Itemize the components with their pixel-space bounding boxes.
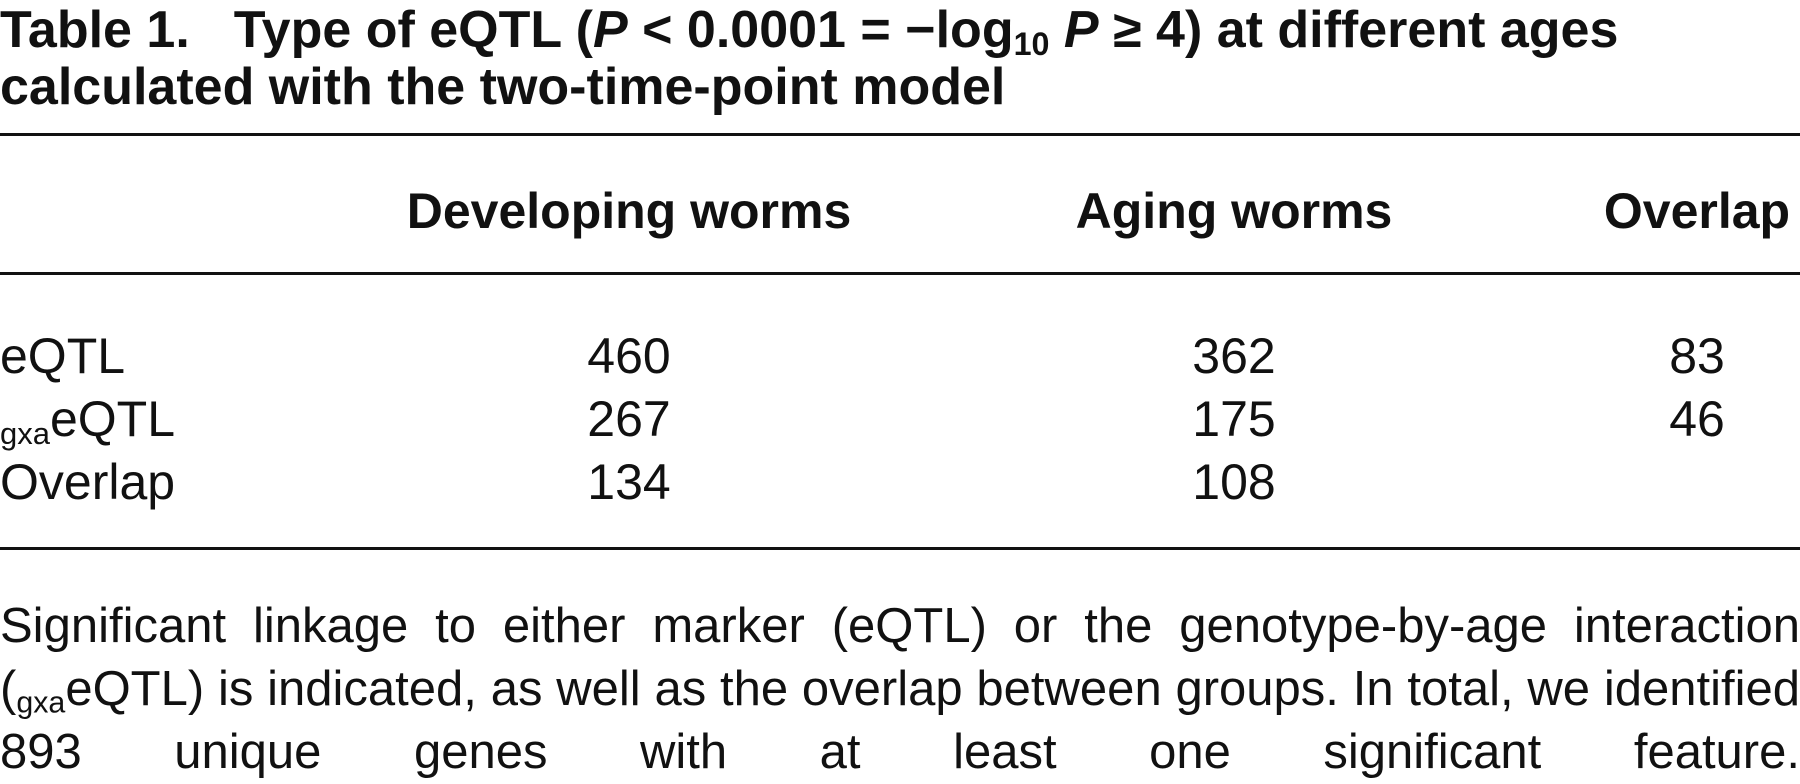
top-rule	[0, 133, 1800, 136]
column-header: Developing worms	[406, 183, 852, 239]
footnote: Significant linkage to either marker (eQ…	[0, 595, 1800, 784]
footnote-text: eQTL) is indicated, as well as the overl…	[0, 662, 1800, 779]
title-text: Type of eQTL (	[233, 1, 593, 59]
row-label: gxaeQTL	[0, 390, 176, 451]
table-label: Table 1.	[0, 1, 190, 59]
title-text: ≥ 4) at different ages calculated with t…	[0, 1, 1619, 116]
title-text: P	[592, 1, 628, 59]
header-rule	[0, 272, 1800, 275]
footnote-subscript: gxa	[16, 685, 66, 720]
table-cell: 134	[587, 454, 671, 510]
row-label-subscript: gxa	[0, 415, 50, 451]
title-text: < 0.0001 = −log	[627, 1, 1014, 59]
table-cell: 460	[587, 328, 671, 384]
table-cell: 362	[1192, 328, 1276, 384]
column-header: Aging worms	[1075, 183, 1393, 239]
row-label-text: eQTL	[49, 391, 176, 447]
table-cell: 83	[1669, 328, 1725, 384]
title-text	[1049, 1, 1063, 59]
title-subscript: 10	[1013, 26, 1050, 63]
footnote-text: Significant linkage to either marker (eQ…	[0, 599, 1800, 716]
table-title: Table 1. Type of eQTL (P < 0.0001 = −log1…	[0, 2, 1800, 116]
table-cell: 46	[1669, 391, 1725, 447]
row-label: eQTL	[0, 327, 125, 385]
table-cell: 175	[1192, 391, 1276, 447]
table-cell: 267	[587, 391, 671, 447]
table-cell: 108	[1192, 454, 1276, 510]
column-header: Overlap	[1603, 183, 1791, 239]
title-text: P	[1063, 1, 1099, 59]
row-label: Overlap	[0, 453, 175, 511]
row-label-text: Overlap	[0, 454, 176, 510]
bottom-rule	[0, 547, 1800, 550]
row-label-text: eQTL	[0, 328, 126, 384]
